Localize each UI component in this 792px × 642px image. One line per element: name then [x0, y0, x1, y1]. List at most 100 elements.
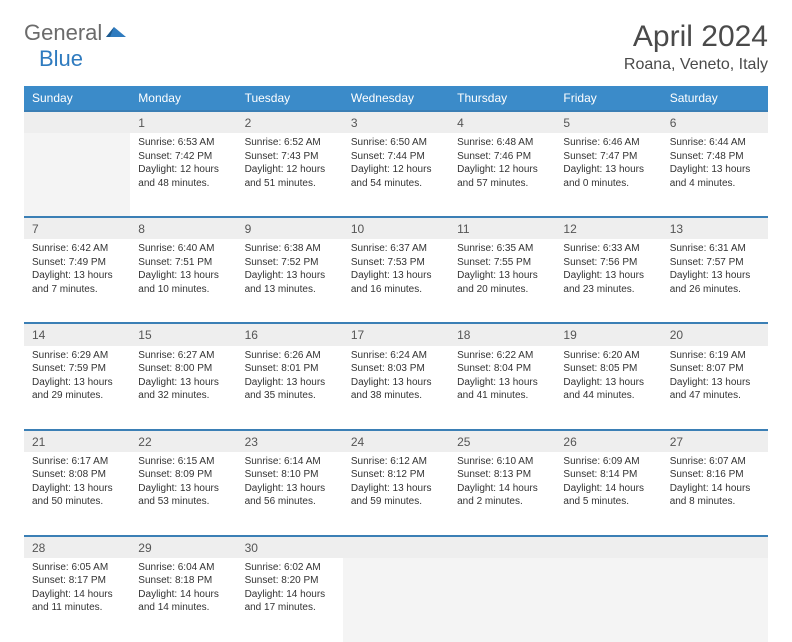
daylight-line: Daylight: 14 hours and 2 minutes. — [457, 482, 547, 509]
day-number-cell: 5 — [555, 111, 661, 133]
day-number-cell — [24, 111, 130, 133]
day-content-cell: Sunrise: 6:40 AMSunset: 7:51 PMDaylight:… — [130, 239, 236, 323]
daylight-line: Daylight: 13 hours and 38 minutes. — [351, 376, 441, 403]
day-number-cell: 29 — [130, 536, 236, 558]
daylight-line: Daylight: 13 hours and 59 minutes. — [351, 482, 441, 509]
logo-text-blue-wrap: Blue — [39, 46, 83, 72]
daylight-line: Daylight: 13 hours and 53 minutes. — [138, 482, 228, 509]
content-row: Sunrise: 6:29 AMSunset: 7:59 PM Daylight:… — [24, 346, 768, 430]
sunrise-line: Sunrise: 6:02 AM — [245, 561, 335, 575]
weekday-row: SundayMondayTuesdayWednesdayThursdayFrid… — [24, 86, 768, 111]
day-number-cell: 16 — [237, 323, 343, 345]
sunset-line: Sunset: 8:08 PM — [32, 468, 122, 482]
sunset-line: Sunset: 7:48 PM — [670, 150, 760, 164]
daylight-line: Daylight: 13 hours and 41 minutes. — [457, 376, 547, 403]
daylight-line: Daylight: 13 hours and 50 minutes. — [32, 482, 122, 509]
logo-text-general: General — [24, 20, 102, 46]
sunset-line: Sunset: 8:13 PM — [457, 468, 547, 482]
sunrise-line: Sunrise: 6:53 AM — [138, 136, 228, 150]
daylight-line: Daylight: 13 hours and 23 minutes. — [563, 269, 653, 296]
sunrise-line: Sunrise: 6:15 AM — [138, 455, 228, 469]
weekday-header: Wednesday — [343, 86, 449, 111]
title-block: April 2024 Roana, Veneto, Italy — [624, 20, 768, 74]
sunset-line: Sunset: 8:09 PM — [138, 468, 228, 482]
sunrise-line: Sunrise: 6:14 AM — [245, 455, 335, 469]
sunrise-line: Sunrise: 6:37 AM — [351, 242, 441, 256]
day-content-cell: Sunrise: 6:31 AMSunset: 7:57 PMDaylight:… — [662, 239, 768, 323]
sunset-line: Sunset: 8:05 PM — [563, 362, 653, 376]
day-number-cell: 8 — [130, 217, 236, 239]
daylight-line: Daylight: 14 hours and 5 minutes. — [563, 482, 653, 509]
daynum-row: 282930 — [24, 536, 768, 558]
daylight-line: Daylight: 13 hours and 16 minutes. — [351, 269, 441, 296]
sunset-line: Sunset: 8:07 PM — [670, 362, 760, 376]
day-number-cell — [662, 536, 768, 558]
sunset-line: Sunset: 7:42 PM — [138, 150, 228, 164]
sunset-line: Sunset: 8:14 PM — [563, 468, 653, 482]
logo: General — [24, 20, 130, 46]
content-row: Sunrise: 6:05 AMSunset: 8:17 PMDaylight:… — [24, 558, 768, 642]
day-content-cell: Sunrise: 6:15 AMSunset: 8:09 PMDaylight:… — [130, 452, 236, 536]
logo-flag-icon — [106, 23, 128, 44]
sunrise-line: Sunrise: 6:46 AM — [563, 136, 653, 150]
daylight-line: Daylight: 12 hours and 54 minutes. — [351, 163, 441, 190]
day-content-cell: Sunrise: 6:50 AMSunset: 7:44 PMDaylight:… — [343, 133, 449, 217]
sunrise-line: Sunrise: 6:27 AM — [138, 349, 228, 363]
sunrise-line: Sunrise: 6:22 AM — [457, 349, 547, 363]
content-row: Sunrise: 6:42 AMSunset: 7:49 PMDaylight:… — [24, 239, 768, 323]
location-text: Roana, Veneto, Italy — [624, 56, 768, 74]
sunset-line: Sunset: 7:46 PM — [457, 150, 547, 164]
day-number-cell: 6 — [662, 111, 768, 133]
day-number-cell: 14 — [24, 323, 130, 345]
sunrise-line: Sunrise: 6:44 AM — [670, 136, 760, 150]
day-content-cell: Sunrise: 6:19 AMSunset: 8:07 PMDaylight:… — [662, 346, 768, 430]
calendar-table: SundayMondayTuesdayWednesdayThursdayFrid… — [24, 86, 768, 642]
day-content-cell: Sunrise: 6:29 AMSunset: 7:59 PMDaylight:… — [24, 346, 130, 430]
day-number-cell: 1 — [130, 111, 236, 133]
day-number-cell: 19 — [555, 323, 661, 345]
weekday-header: Friday — [555, 86, 661, 111]
sunrise-line: Sunrise: 6:35 AM — [457, 242, 547, 256]
day-number-cell: 3 — [343, 111, 449, 133]
day-content-cell: Sunrise: 6:17 AMSunset: 8:08 PMDaylight:… — [24, 452, 130, 536]
sunset-line: Sunset: 8:01 PM — [245, 362, 335, 376]
sunrise-line: Sunrise: 6:29 AM — [32, 349, 122, 363]
sunrise-line: Sunrise: 6:48 AM — [457, 136, 547, 150]
day-number-cell: 30 — [237, 536, 343, 558]
sunset-line: Sunset: 8:03 PM — [351, 362, 441, 376]
day-number-cell: 28 — [24, 536, 130, 558]
page-header: General April 2024 Roana, Veneto, Italy — [24, 20, 768, 74]
month-title: April 2024 — [624, 20, 768, 54]
day-number-cell: 15 — [130, 323, 236, 345]
sunrise-line: Sunrise: 6:24 AM — [351, 349, 441, 363]
daylight-line: Daylight: 14 hours and 11 minutes. — [32, 588, 122, 615]
sunset-line: Sunset: 7:51 PM — [138, 256, 228, 270]
day-content-cell: Sunrise: 6:52 AMSunset: 7:43 PMDaylight:… — [237, 133, 343, 217]
weekday-header: Sunday — [24, 86, 130, 111]
content-row: Sunrise: 6:53 AMSunset: 7:42 PM Daylight:… — [24, 133, 768, 217]
daynum-row: 78910111213 — [24, 217, 768, 239]
sunrise-line: Sunrise: 6:33 AM — [563, 242, 653, 256]
daylight-line: Daylight: 13 hours and 32 minutes. — [138, 376, 228, 403]
weekday-header: Thursday — [449, 86, 555, 111]
day-content-cell: Sunrise: 6:24 AMSunset: 8:03 PMDaylight:… — [343, 346, 449, 430]
sunset-line: Sunset: 7:59 PM — [32, 362, 122, 376]
sunset-line: Sunset: 7:57 PM — [670, 256, 760, 270]
daylight-line: Daylight: 13 hours and 44 minutes. — [563, 376, 653, 403]
daylight-line: Daylight: 13 hours and 20 minutes. — [457, 269, 547, 296]
weekday-header: Tuesday — [237, 86, 343, 111]
day-number-cell — [555, 536, 661, 558]
daylight-line: Daylight: 13 hours and 7 minutes. — [32, 269, 122, 296]
sunrise-line: Sunrise: 6:20 AM — [563, 349, 653, 363]
daylight-line: Daylight: 13 hours and 56 minutes. — [245, 482, 335, 509]
day-content-cell: Sunrise: 6:27 AMSunset: 8:00 PMDaylight:… — [130, 346, 236, 430]
day-content-cell: Sunrise: 6:09 AMSunset: 8:14 PMDaylight:… — [555, 452, 661, 536]
day-number-cell: 21 — [24, 430, 130, 452]
weekday-header: Monday — [130, 86, 236, 111]
daynum-row: 21222324252627 — [24, 430, 768, 452]
day-number-cell: 24 — [343, 430, 449, 452]
sunset-line: Sunset: 8:12 PM — [351, 468, 441, 482]
day-content-cell — [343, 558, 449, 642]
sunrise-line: Sunrise: 6:12 AM — [351, 455, 441, 469]
day-content-cell: Sunrise: 6:33 AMSunset: 7:56 PMDaylight:… — [555, 239, 661, 323]
